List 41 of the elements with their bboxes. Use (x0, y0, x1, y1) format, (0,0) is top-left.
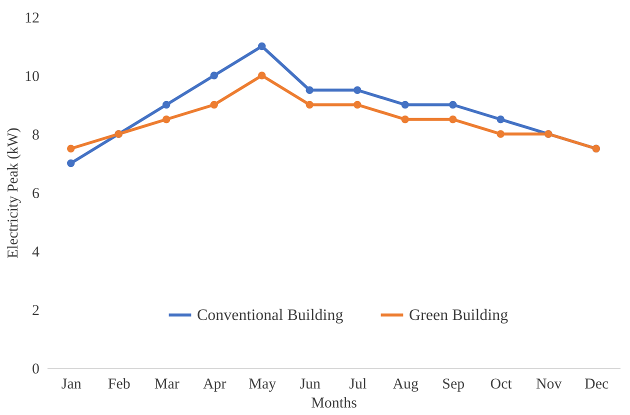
legend-label: Conventional Building (197, 307, 344, 324)
x-tick-label: Nov (536, 376, 562, 392)
x-tick-label: Jan (61, 376, 82, 392)
point (449, 100, 457, 109)
y-tick-label: 10 (24, 69, 40, 85)
y-tick-label: 0 (32, 362, 40, 378)
point (210, 72, 218, 80)
y-tick-label: 6 (32, 186, 40, 202)
point (162, 116, 170, 124)
x-tick-label: Aug (392, 376, 420, 392)
point (354, 100, 362, 109)
x-tick-label: Oct (490, 376, 513, 392)
point (401, 100, 409, 109)
x-tick-label: Dec (584, 376, 610, 392)
point (354, 86, 362, 94)
point (496, 116, 504, 124)
point (401, 116, 409, 124)
point (258, 72, 266, 80)
point (258, 42, 266, 50)
y-axis-title: Electricity Peak (kW) (6, 128, 22, 258)
point (67, 159, 75, 168)
point (306, 86, 314, 94)
y-tick-label: 4 (32, 244, 40, 260)
x-tick-label: Sep (442, 376, 465, 392)
x-tick-label: Jul (349, 376, 367, 392)
point (449, 116, 457, 124)
x-tick-label: Apr (202, 376, 226, 392)
x-tick-label: May (248, 376, 277, 392)
x-tick-label: Feb (108, 376, 130, 392)
x-tick-label: Jun (300, 376, 322, 392)
point (496, 130, 504, 138)
point (162, 100, 170, 109)
point (210, 100, 218, 109)
x-tick-label: Mar (154, 376, 180, 392)
legend-label: Green Building (409, 307, 508, 324)
point (67, 144, 75, 152)
x-axis-title: Months (311, 396, 358, 412)
y-tick-label: 12 (24, 10, 40, 26)
y-tick-label: 2 (32, 303, 40, 319)
y-tick-label: 8 (32, 128, 40, 144)
point (306, 100, 314, 109)
